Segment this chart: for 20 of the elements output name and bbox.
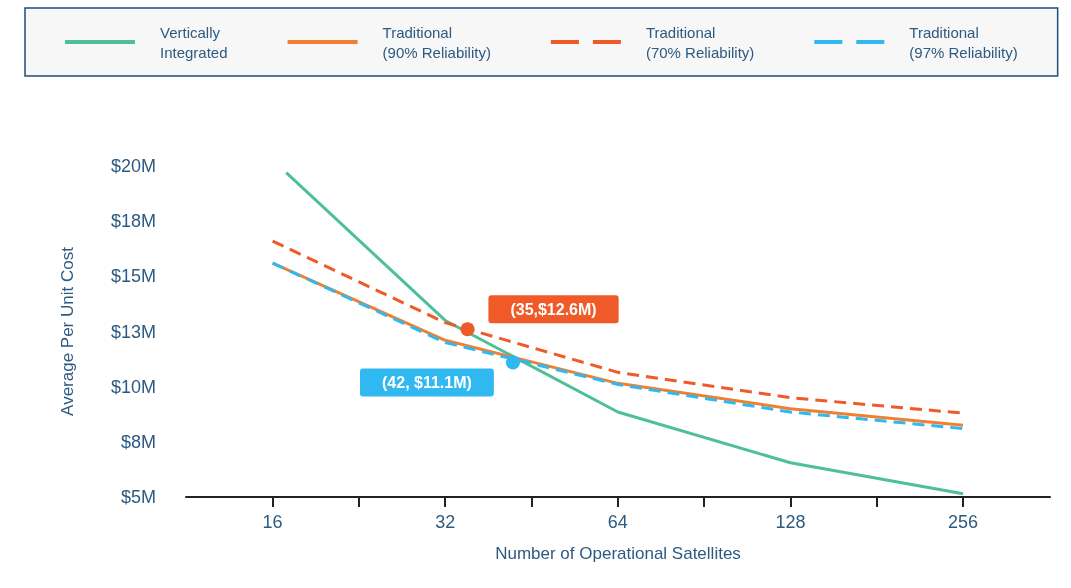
x-tick-label: 256: [948, 512, 979, 532]
legend-label: Vertically Integrated: [160, 23, 228, 61]
y-tick-label: $20M: [110, 156, 156, 176]
legend-label: Traditional (90% Reliability): [382, 23, 491, 61]
y-tick-label: $8M: [120, 431, 156, 452]
annotation: (35,$12.6M): [510, 300, 597, 318]
x-axis-title: Number of Operational Satellites: [495, 544, 741, 563]
y-tick-label: $15M: [110, 266, 156, 287]
legend-label: Traditional (70% Reliability): [645, 23, 755, 61]
x-tick-label: 128: [775, 512, 806, 532]
annotation: (42, $11.1M): [382, 373, 472, 391]
y-tick-label: $18M: [110, 211, 156, 232]
y-tick-label: $5M: [120, 487, 156, 507]
legend-label: Traditional (97% Reliability): [909, 23, 1018, 61]
y-tick-label: $10M: [110, 376, 156, 397]
x-tick-label: 32: [435, 512, 456, 532]
y-axis-title: Average Per Unit Cost: [58, 246, 77, 416]
y-tick-label: $13M: [110, 321, 156, 342]
x-tick-label: 16: [262, 512, 283, 532]
x-tick-label: 64: [607, 512, 628, 532]
